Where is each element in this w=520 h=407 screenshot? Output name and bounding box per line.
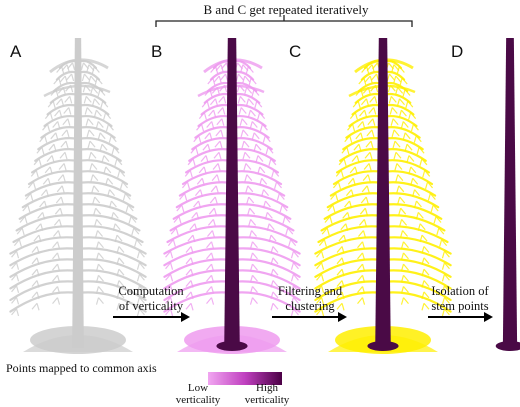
step-filtering-label: Filtering and clustering	[270, 284, 350, 314]
panel-label-d: D	[451, 42, 464, 61]
colorbar-high-line-1: High	[256, 382, 278, 394]
step-1-line-2: of verticality	[118, 299, 184, 313]
iteration-bracket	[155, 15, 413, 27]
panel-label-b: B	[151, 42, 163, 61]
colorbar-high-label: High verticality	[236, 382, 298, 406]
panel-label-a: A	[10, 42, 22, 61]
colorbar-low-label: Low verticality	[168, 382, 228, 406]
tree-a-point-cloud	[9, 38, 147, 354]
tree-b-point-cloud	[163, 38, 301, 354]
step-2-line-2: clustering	[285, 299, 335, 313]
tree-d-stem-points	[495, 38, 520, 351]
step-2-line-1: Filtering and	[277, 284, 343, 298]
step-isolation-label: Isolation of stem points	[424, 284, 496, 314]
iteration-banner: B and C get repeated iteratively	[203, 2, 369, 17]
colorbar-low-line-1: Low	[187, 382, 209, 394]
step-3-line-1: Isolation of	[431, 284, 489, 298]
colorbar-high-line-2: verticality	[244, 394, 290, 406]
arrow-1	[113, 312, 190, 322]
colorbar-low-line-2: verticality	[175, 394, 221, 406]
panel-label-c: C	[289, 42, 302, 61]
arrow-2	[272, 312, 347, 322]
step-verticality-label: Computation of verticality	[110, 284, 192, 314]
tree-c-point-cloud	[314, 38, 452, 354]
arrow-3	[428, 312, 493, 322]
panel-a-caption: Points mapped to common axis	[6, 361, 157, 375]
verticality-colorbar	[208, 372, 282, 385]
step-3-line-2: stem points	[431, 299, 489, 313]
step-1-line-1: Computation	[118, 284, 184, 298]
